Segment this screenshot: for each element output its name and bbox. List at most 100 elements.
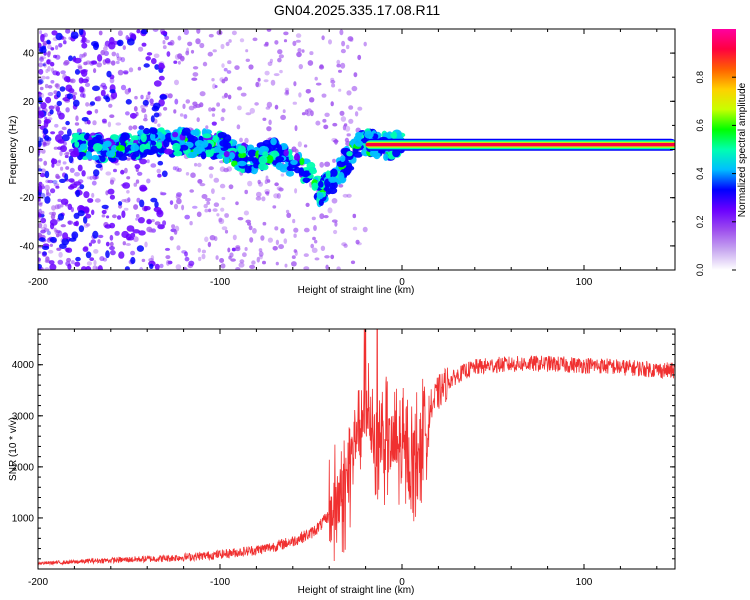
noise-speckle xyxy=(150,255,155,261)
noise-speckle xyxy=(177,167,182,173)
noise-speckle-strong xyxy=(67,203,73,210)
doppler-blob xyxy=(318,180,324,188)
noise-speckle xyxy=(272,205,277,209)
noise-speckle xyxy=(341,242,347,247)
noise-speckle xyxy=(117,30,123,37)
noise-speckle xyxy=(339,110,345,116)
noise-speckle xyxy=(264,189,271,194)
noise-speckle xyxy=(319,161,325,168)
colorbar: 0.0 0.2 0.4 0.6 0.8 Normalized spectral ampl… xyxy=(695,29,748,276)
noise-speckle xyxy=(47,92,54,96)
doppler-blob xyxy=(244,165,252,174)
noise-speckle-strong xyxy=(95,163,103,169)
y-tick-label: 2000 xyxy=(12,462,35,473)
x-tick-label: 100 xyxy=(576,277,593,288)
noise-speckle-strong xyxy=(57,213,64,221)
noise-speckle xyxy=(283,39,288,43)
noise-speckle xyxy=(89,175,93,181)
noise-speckle xyxy=(182,103,186,110)
doppler-blob xyxy=(262,139,272,147)
noise-speckle xyxy=(296,51,302,58)
noise-speckle xyxy=(303,266,310,270)
noise-speckle-strong xyxy=(154,64,160,70)
noise-speckle-strong xyxy=(160,30,168,36)
noise-speckle xyxy=(255,81,261,88)
noise-speckle-strong xyxy=(74,261,81,267)
doppler-blob xyxy=(290,159,298,165)
noise-speckle xyxy=(65,107,70,113)
noise-speckle xyxy=(301,49,305,53)
noise-speckle xyxy=(164,35,170,41)
noise-speckle xyxy=(311,247,318,253)
doppler-blob xyxy=(86,151,92,160)
noise-speckle xyxy=(311,216,316,221)
noise-speckle xyxy=(50,47,55,51)
noise-speckle xyxy=(346,90,352,96)
noise-speckle-strong xyxy=(89,101,96,106)
noise-speckle xyxy=(105,171,112,176)
noise-speckle xyxy=(51,211,56,216)
noise-speckle xyxy=(101,214,106,218)
noise-speckle-strong xyxy=(132,229,141,234)
doppler-blob xyxy=(311,182,319,191)
noise-speckle xyxy=(257,179,261,185)
noise-speckle xyxy=(43,61,48,68)
noise-speckle xyxy=(122,241,127,246)
noise-speckle xyxy=(208,208,212,213)
noise-speckle xyxy=(56,233,60,238)
noise-speckle-strong xyxy=(81,170,86,177)
doppler-blob xyxy=(92,143,103,152)
noise-speckle xyxy=(122,70,129,74)
noise-speckle xyxy=(330,101,334,107)
noise-speckle-strong xyxy=(74,69,81,75)
doppler-blob xyxy=(277,144,283,154)
noise-speckle xyxy=(197,162,202,168)
noise-speckle xyxy=(297,48,302,53)
noise-speckle xyxy=(42,141,46,148)
noise-speckle xyxy=(44,267,50,270)
noise-speckle-strong xyxy=(56,90,61,98)
noise-speckle-strong xyxy=(62,232,69,240)
noise-speckle xyxy=(319,64,324,69)
noise-speckle-strong xyxy=(124,266,130,270)
spectrogram-marks xyxy=(38,29,675,270)
noise-speckle xyxy=(165,255,171,260)
noise-speckle-strong xyxy=(66,93,73,100)
noise-speckle-strong xyxy=(40,102,47,110)
noise-speckle xyxy=(43,228,50,232)
noise-speckle xyxy=(216,102,221,107)
noise-speckle xyxy=(228,39,232,43)
noise-speckle xyxy=(245,49,249,53)
noise-speckle xyxy=(268,119,272,126)
noise-speckle xyxy=(342,193,349,198)
noise-speckle xyxy=(40,229,46,234)
noise-speckle xyxy=(334,221,338,227)
noise-speckle-strong xyxy=(73,99,80,107)
noise-speckle xyxy=(134,95,138,100)
noise-speckle xyxy=(77,65,83,70)
doppler-blob xyxy=(270,137,277,146)
noise-speckle xyxy=(236,86,243,91)
noise-speckle xyxy=(173,203,179,210)
noise-speckle xyxy=(38,93,42,97)
noise-speckle-strong xyxy=(126,38,135,46)
noise-speckle xyxy=(115,60,120,65)
noise-speckle xyxy=(321,93,327,98)
noise-speckle xyxy=(227,94,232,100)
noise-speckle-strong xyxy=(107,188,115,195)
noise-speckle xyxy=(236,124,241,130)
noise-speckle xyxy=(254,102,259,106)
noise-speckle-strong xyxy=(82,246,89,252)
doppler-blob xyxy=(202,133,212,139)
noise-speckle-strong xyxy=(86,110,93,115)
noise-speckle xyxy=(362,226,368,233)
noise-speckle-strong xyxy=(136,29,141,34)
noise-speckle xyxy=(276,193,281,199)
noise-speckle xyxy=(59,150,63,157)
doppler-blob xyxy=(99,155,106,163)
doppler-blob xyxy=(286,170,294,177)
noise-speckle xyxy=(201,249,206,254)
doppler-blob xyxy=(364,130,374,139)
noise-speckle xyxy=(280,173,285,177)
noise-speckle xyxy=(269,58,273,64)
